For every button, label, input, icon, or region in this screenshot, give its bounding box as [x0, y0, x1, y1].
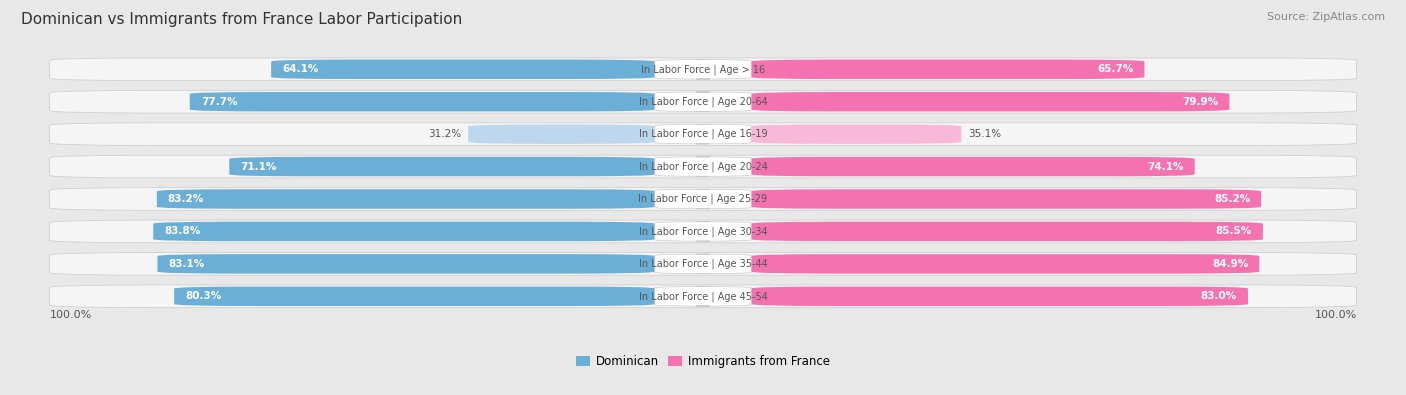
Text: 31.2%: 31.2% [427, 129, 461, 139]
FancyBboxPatch shape [751, 222, 1263, 241]
Text: In Labor Force | Age 35-44: In Labor Force | Age 35-44 [638, 259, 768, 269]
Text: Source: ZipAtlas.com: Source: ZipAtlas.com [1267, 12, 1385, 22]
FancyBboxPatch shape [49, 155, 1357, 178]
Text: 79.9%: 79.9% [1182, 97, 1219, 107]
FancyBboxPatch shape [49, 285, 1357, 308]
Text: 64.1%: 64.1% [283, 64, 319, 74]
FancyBboxPatch shape [229, 157, 655, 176]
FancyBboxPatch shape [655, 189, 751, 209]
FancyBboxPatch shape [751, 254, 1260, 274]
FancyBboxPatch shape [271, 60, 655, 79]
Text: In Labor Force | Age 45-54: In Labor Force | Age 45-54 [638, 291, 768, 301]
Legend: Dominican, Immigrants from France: Dominican, Immigrants from France [571, 351, 835, 373]
Text: In Labor Force | Age 20-64: In Labor Force | Age 20-64 [638, 96, 768, 107]
FancyBboxPatch shape [190, 92, 655, 111]
FancyBboxPatch shape [49, 220, 1357, 243]
FancyBboxPatch shape [751, 124, 962, 144]
Text: 71.1%: 71.1% [240, 162, 277, 171]
FancyBboxPatch shape [751, 189, 1261, 209]
FancyBboxPatch shape [751, 92, 1229, 111]
Text: In Labor Force | Age > 16: In Labor Force | Age > 16 [641, 64, 765, 75]
Text: 84.9%: 84.9% [1212, 259, 1249, 269]
FancyBboxPatch shape [655, 254, 751, 274]
Text: 83.0%: 83.0% [1201, 291, 1237, 301]
FancyBboxPatch shape [174, 286, 655, 306]
FancyBboxPatch shape [655, 60, 751, 79]
Text: 83.1%: 83.1% [169, 259, 205, 269]
FancyBboxPatch shape [49, 123, 1357, 145]
Text: 77.7%: 77.7% [201, 97, 238, 107]
FancyBboxPatch shape [49, 90, 1357, 113]
FancyBboxPatch shape [655, 124, 751, 144]
Text: 100.0%: 100.0% [1315, 310, 1357, 320]
FancyBboxPatch shape [751, 60, 1144, 79]
FancyBboxPatch shape [49, 188, 1357, 211]
FancyBboxPatch shape [751, 157, 1195, 176]
Text: 65.7%: 65.7% [1097, 64, 1133, 74]
FancyBboxPatch shape [49, 58, 1357, 81]
Text: In Labor Force | Age 25-29: In Labor Force | Age 25-29 [638, 194, 768, 204]
FancyBboxPatch shape [153, 222, 655, 241]
Text: 83.8%: 83.8% [165, 226, 201, 237]
FancyBboxPatch shape [655, 222, 751, 241]
Text: Dominican vs Immigrants from France Labor Participation: Dominican vs Immigrants from France Labo… [21, 12, 463, 27]
FancyBboxPatch shape [655, 286, 751, 306]
FancyBboxPatch shape [655, 157, 751, 176]
FancyBboxPatch shape [157, 254, 655, 274]
FancyBboxPatch shape [468, 124, 655, 144]
FancyBboxPatch shape [49, 252, 1357, 275]
Text: 74.1%: 74.1% [1147, 162, 1184, 171]
Text: 85.2%: 85.2% [1213, 194, 1250, 204]
Text: In Labor Force | Age 20-24: In Labor Force | Age 20-24 [638, 161, 768, 172]
FancyBboxPatch shape [157, 189, 655, 209]
Text: 100.0%: 100.0% [49, 310, 91, 320]
Text: 83.2%: 83.2% [167, 194, 204, 204]
FancyBboxPatch shape [655, 92, 751, 111]
FancyBboxPatch shape [751, 286, 1249, 306]
Text: 80.3%: 80.3% [186, 291, 222, 301]
Text: In Labor Force | Age 30-34: In Labor Force | Age 30-34 [638, 226, 768, 237]
Text: In Labor Force | Age 16-19: In Labor Force | Age 16-19 [638, 129, 768, 139]
Text: 35.1%: 35.1% [969, 129, 1001, 139]
Text: 85.5%: 85.5% [1216, 226, 1251, 237]
